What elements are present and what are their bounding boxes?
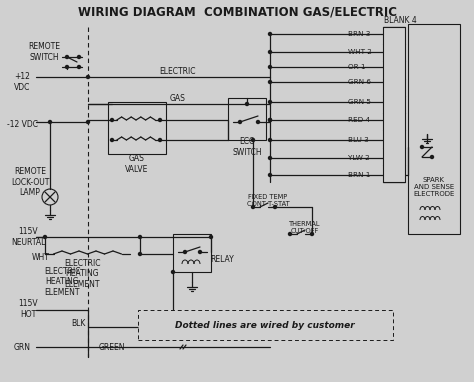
Circle shape	[138, 253, 142, 256]
Circle shape	[158, 139, 162, 141]
Circle shape	[252, 206, 255, 209]
Text: BLK: BLK	[71, 319, 85, 329]
Circle shape	[86, 120, 90, 123]
Circle shape	[65, 65, 69, 68]
Circle shape	[268, 118, 272, 121]
Text: Dotted lines are wired by customer: Dotted lines are wired by customer	[175, 320, 355, 330]
Text: BRN 1: BRN 1	[348, 172, 370, 178]
Text: GAS: GAS	[170, 94, 186, 102]
Circle shape	[252, 139, 255, 141]
Circle shape	[78, 65, 81, 68]
Text: OR 1: OR 1	[348, 64, 365, 70]
Text: ELECTRIC
HEATING
ELEMENT: ELECTRIC HEATING ELEMENT	[44, 267, 80, 297]
Circle shape	[430, 155, 434, 159]
Bar	[408, 24, 460, 234]
Text: REMOTE
LOCK-OUT
LAMP: REMOTE LOCK-OUT LAMP	[11, 167, 49, 197]
Bar	[228, 98, 266, 140]
Circle shape	[289, 233, 292, 235]
Circle shape	[210, 235, 212, 238]
Text: GRN 6: GRN 6	[348, 79, 371, 85]
Circle shape	[268, 81, 272, 84]
Text: WIRING DIAGRAM  COMBINATION GAS/ELECTRIC: WIRING DIAGRAM COMBINATION GAS/ELECTRIC	[78, 5, 396, 18]
Circle shape	[310, 233, 313, 235]
Circle shape	[238, 120, 241, 123]
Bar	[173, 234, 211, 272]
Text: THERMAL
CUT-OFF: THERMAL CUT-OFF	[289, 220, 321, 233]
Text: ECO
SWITCH: ECO SWITCH	[232, 137, 262, 157]
Circle shape	[138, 235, 142, 238]
Circle shape	[110, 118, 113, 121]
Circle shape	[273, 206, 276, 209]
Circle shape	[158, 118, 162, 121]
Circle shape	[268, 32, 272, 36]
Circle shape	[268, 100, 272, 104]
Circle shape	[110, 139, 113, 141]
Circle shape	[86, 76, 90, 78]
Circle shape	[420, 146, 423, 149]
Circle shape	[48, 120, 52, 123]
Circle shape	[78, 55, 81, 58]
Circle shape	[268, 65, 272, 68]
Text: RELAY: RELAY	[210, 256, 234, 264]
Circle shape	[172, 270, 174, 274]
Bar	[108, 102, 166, 154]
Text: FIXED TEMP
CONT T-STAT: FIXED TEMP CONT T-STAT	[246, 194, 289, 207]
Circle shape	[199, 251, 201, 254]
Text: BLANK 4: BLANK 4	[383, 16, 416, 24]
Circle shape	[268, 157, 272, 160]
Circle shape	[268, 173, 272, 176]
Text: 115V
NEURTAL: 115V NEURTAL	[11, 227, 45, 247]
Circle shape	[65, 55, 69, 58]
Text: -12 VDC: -12 VDC	[7, 120, 37, 128]
Circle shape	[183, 251, 186, 254]
Circle shape	[268, 118, 272, 121]
Text: GAS
VALVE: GAS VALVE	[125, 154, 149, 174]
Text: REMOTE
SWITCH: REMOTE SWITCH	[28, 42, 60, 62]
Text: SPARK
AND SENSE
ELECTRODE: SPARK AND SENSE ELECTRODE	[413, 177, 455, 197]
Text: RED 4: RED 4	[348, 117, 370, 123]
Circle shape	[246, 102, 248, 105]
Circle shape	[268, 139, 272, 141]
Circle shape	[256, 120, 259, 123]
Text: +12
VDC: +12 VDC	[14, 72, 30, 92]
Text: BLU 3: BLU 3	[348, 137, 369, 143]
Text: GRN 5: GRN 5	[348, 99, 371, 105]
Text: GRN: GRN	[13, 343, 30, 351]
Text: YLW 2: YLW 2	[348, 155, 370, 161]
Text: ELECTRIC: ELECTRIC	[160, 66, 196, 76]
Bar	[138, 310, 393, 340]
Circle shape	[268, 50, 272, 53]
Bar	[383, 27, 405, 182]
Text: WHT 2: WHT 2	[348, 49, 372, 55]
Text: ELECTRIC
HEATING
ELEMENT: ELECTRIC HEATING ELEMENT	[64, 259, 100, 289]
Text: GREEN: GREEN	[99, 343, 125, 351]
Text: WHT: WHT	[32, 253, 50, 262]
Text: 115V
HOT: 115V HOT	[18, 299, 38, 319]
Circle shape	[44, 235, 46, 238]
Text: BRN 3: BRN 3	[348, 31, 370, 37]
